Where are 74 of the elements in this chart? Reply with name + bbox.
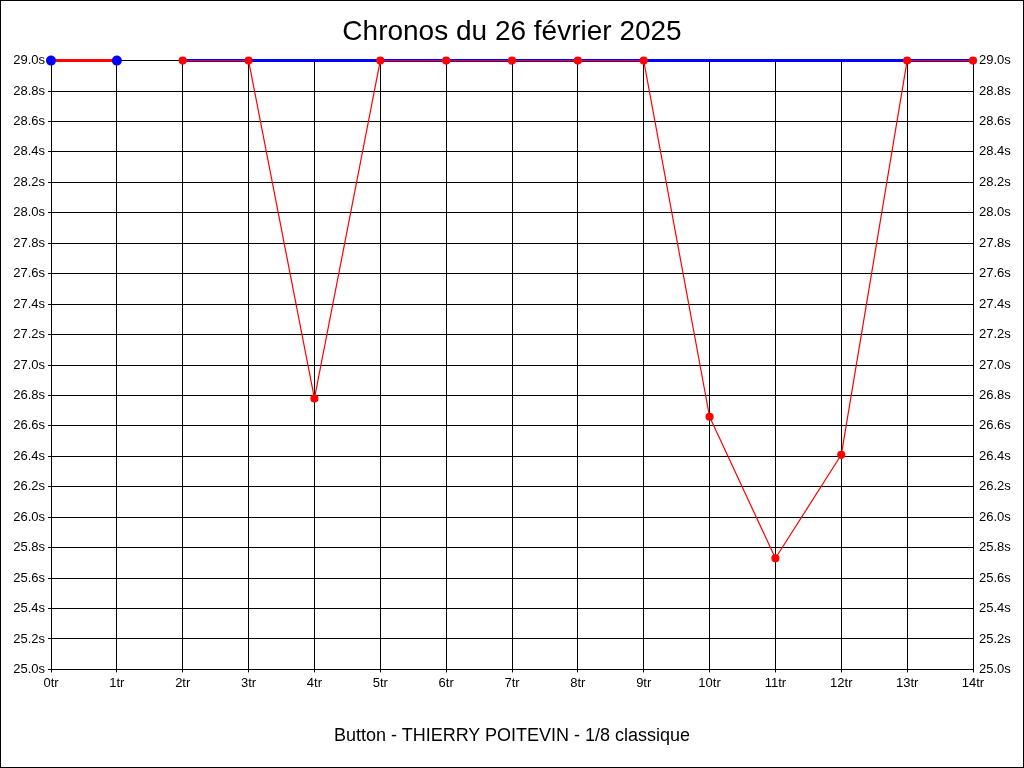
chart-title: Chronos du 26 février 2025 — [342, 14, 682, 46]
point — [310, 394, 319, 403]
x-tick-label: 4tr — [306, 674, 323, 690]
y2-tick-label: 29.0s — [979, 52, 1012, 68]
text: Button - THIERRY POITEVIN - 1/8 classique — [333, 725, 691, 746]
y-tick-label: 26.4s — [13, 447, 46, 463]
y-tick-label: 27.4s — [13, 295, 46, 311]
y2-tick-label: 26.0s — [979, 508, 1012, 524]
y2-tick-label: 27.0s — [979, 356, 1012, 372]
y2-tick-label: 27.2s — [979, 326, 1012, 342]
y2-tick-label: 28.2s — [979, 173, 1012, 189]
x-tick-label: 1tr — [109, 674, 126, 690]
y2-tick-label: 27.6s — [979, 265, 1012, 281]
y-tick-label: 27.2s — [13, 326, 46, 342]
y2-tick-label: 26.4s — [979, 447, 1012, 463]
y2-tick-label: 26.8s — [979, 387, 1012, 403]
y-tick-label: 27.6s — [13, 265, 46, 281]
y2-tick-label: 28.0s — [979, 204, 1012, 220]
y-tick-label: 27.0s — [13, 356, 46, 372]
y2-tick-label: 25.4s — [979, 600, 1012, 616]
point — [771, 554, 780, 563]
y-tick-label: 29.0s — [13, 52, 46, 68]
point — [376, 56, 385, 65]
x-tick-label: 10tr — [698, 674, 722, 690]
y2-tick-label: 28.6s — [979, 113, 1012, 129]
x-tick-label: 8tr — [570, 674, 587, 690]
y-tick-label: 28.2s — [13, 173, 46, 189]
y-tick-label: 25.6s — [13, 569, 46, 585]
x-tick-label: 6tr — [438, 674, 455, 690]
y-tick-label: 28.8s — [13, 82, 46, 98]
y-tick-label: 26.2s — [13, 478, 46, 494]
x-tick-label: 13tr — [895, 674, 920, 690]
x-tick-label: 14tr — [961, 674, 985, 690]
point — [639, 56, 648, 65]
x-tick-label: 9tr — [636, 674, 652, 690]
y2-tick-label: 26.6s — [979, 417, 1012, 433]
y-tick-label: 25.4s — [13, 600, 46, 616]
x-tick-label: 0tr — [43, 674, 60, 690]
y-tick-label: 26.8s — [13, 387, 46, 403]
point — [178, 56, 187, 65]
y2-tick-label: 25.6s — [979, 569, 1012, 585]
y-tick-label: 26.6s — [13, 417, 46, 433]
y2-tick-label: 25.8s — [979, 539, 1012, 555]
y2-tick-label: 27.4s — [979, 295, 1012, 311]
point — [442, 56, 451, 65]
point — [46, 55, 56, 66]
point — [705, 412, 714, 421]
y-tick-label: 28.4s — [13, 143, 46, 159]
point — [968, 56, 978, 65]
x-tick-label: 3tr — [240, 674, 257, 690]
point — [111, 55, 122, 66]
x-tick-label: 12tr — [830, 674, 854, 690]
y2-tick-label: 26.2s — [979, 478, 1012, 494]
y2-tick-label: 27.8s — [979, 234, 1012, 250]
x-tick-label: 11tr — [764, 674, 787, 690]
y-tick-label: 25.8s — [13, 539, 46, 555]
y-tick-label: 27.8s — [13, 234, 46, 250]
point — [903, 56, 912, 65]
point — [837, 450, 846, 459]
y2-tick-label: 25.2s — [979, 630, 1012, 646]
point — [507, 56, 517, 65]
y2-tick-label: 28.4s — [979, 143, 1012, 159]
point — [244, 56, 253, 65]
x-tick-label: 7tr — [504, 674, 521, 690]
y-tick-label: 28.6s — [13, 113, 46, 129]
y2-tick-label: 25.0s — [979, 660, 1012, 676]
y-tick-label: 25.2s — [13, 630, 46, 646]
x-tick-label: 5tr — [372, 674, 389, 690]
y-tick-label: 25.0s — [13, 660, 46, 676]
y-tick-label: 26.0s — [13, 508, 46, 524]
y2-tick-label: 28.8s — [979, 82, 1012, 98]
point — [573, 56, 582, 65]
y-tick-label: 28.0s — [13, 204, 46, 220]
x-tick-label: 2tr — [175, 674, 191, 690]
